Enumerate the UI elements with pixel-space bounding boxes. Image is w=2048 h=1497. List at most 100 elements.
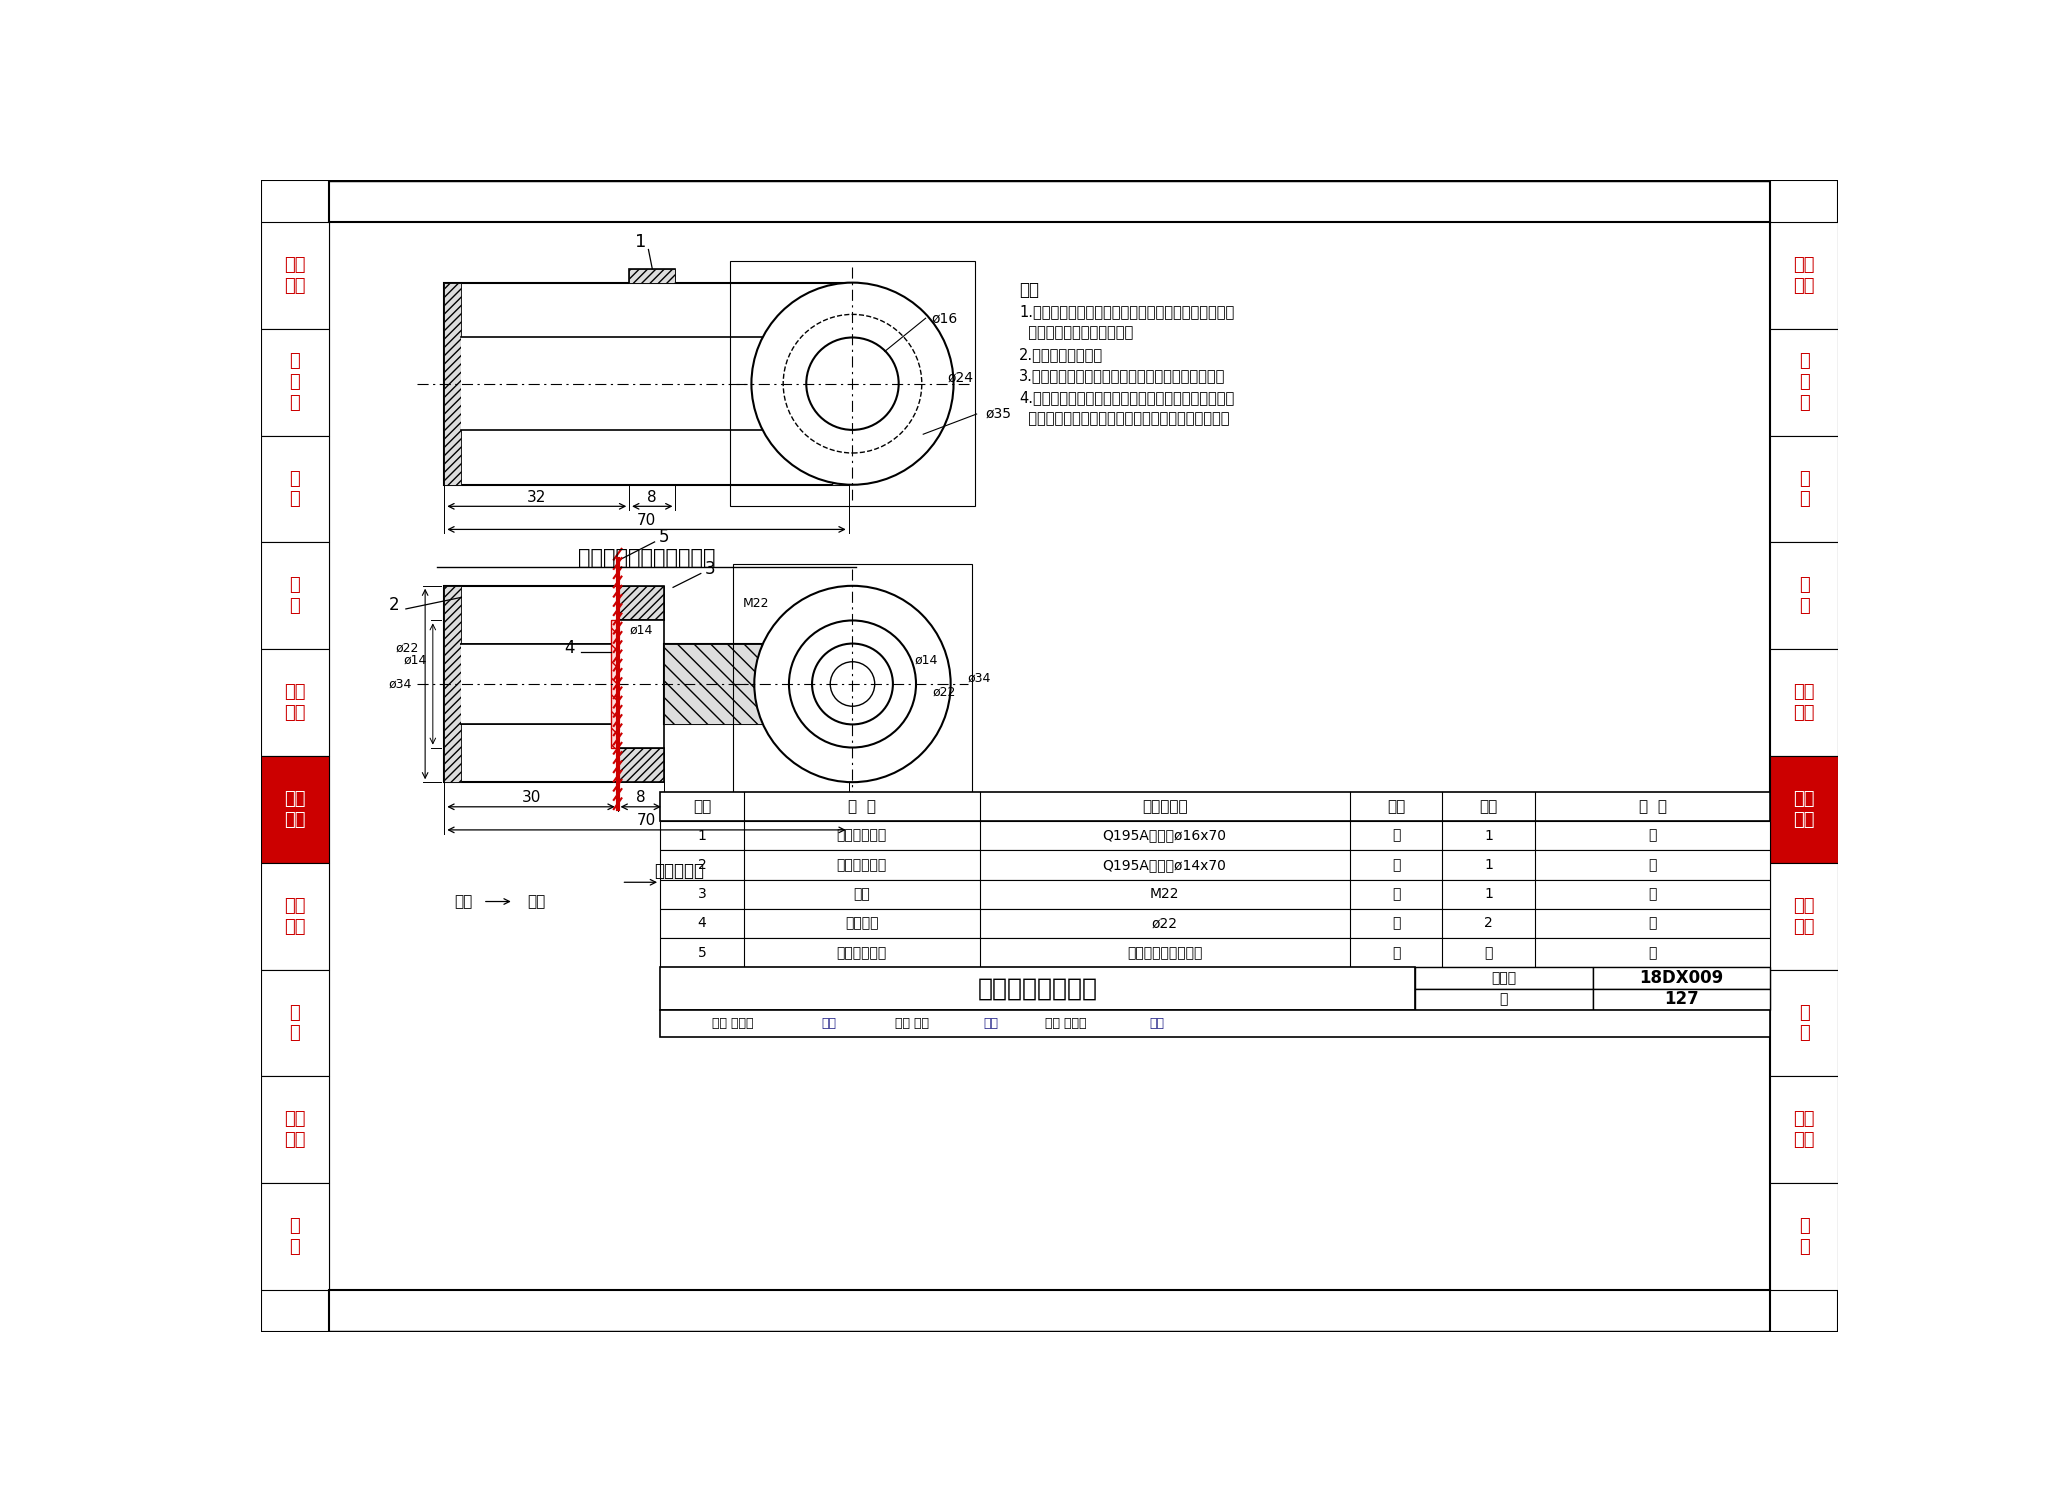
Bar bbox=[461, 644, 848, 725]
Text: 1.电磁屏蔽壁板开安装孔后，去毛刺、倒角，除去孔周: 1.电磁屏蔽壁板开安装孔后，去毛刺、倒角，除去孔周 bbox=[1020, 304, 1235, 319]
Bar bbox=[262, 862, 330, 970]
Bar bbox=[1769, 1183, 1839, 1290]
Bar bbox=[1415, 988, 1593, 1009]
Text: 3: 3 bbox=[705, 560, 715, 578]
Bar bbox=[262, 542, 330, 650]
Bar bbox=[444, 585, 618, 781]
Text: 油污；螺母与波导管连接时，要拧紧，以防止泄漏。: 油污；螺母与波导管连接时，要拧紧，以防止泄漏。 bbox=[1020, 412, 1229, 427]
Text: M22: M22 bbox=[1149, 888, 1180, 901]
Text: 建筑
结构: 建筑 结构 bbox=[285, 256, 305, 295]
Text: 3: 3 bbox=[698, 888, 707, 901]
Bar bbox=[659, 909, 1769, 939]
Text: 监
控: 监 控 bbox=[289, 576, 301, 615]
Text: 4.波导管（螺母固定）的导电衬垫需用酒精清洗，除去: 4.波导管（螺母固定）的导电衬垫需用酒精清洗，除去 bbox=[1020, 391, 1235, 406]
Text: 网络
布线: 网络 布线 bbox=[285, 683, 305, 722]
Bar bbox=[618, 747, 664, 781]
Text: 光纤波导管（焊接固定）: 光纤波导管（焊接固定） bbox=[578, 548, 715, 567]
Bar bbox=[1593, 967, 1769, 988]
Text: 32: 32 bbox=[526, 490, 547, 504]
Text: 曹王: 曹王 bbox=[1149, 1016, 1163, 1030]
Bar bbox=[659, 939, 1769, 967]
Text: 室外: 室外 bbox=[455, 894, 473, 909]
Text: －: － bbox=[1649, 946, 1657, 960]
Text: 名  称: 名 称 bbox=[848, 799, 877, 814]
Bar bbox=[262, 436, 330, 542]
Bar bbox=[618, 620, 664, 747]
Bar bbox=[733, 564, 973, 804]
Text: 螺母: 螺母 bbox=[854, 888, 870, 901]
Text: 备  注: 备 注 bbox=[1638, 799, 1667, 814]
Text: 1: 1 bbox=[635, 234, 647, 251]
Text: ø14: ø14 bbox=[403, 653, 426, 666]
Text: －: － bbox=[1649, 916, 1657, 931]
Text: －: － bbox=[1485, 946, 1493, 960]
Bar bbox=[1769, 756, 1839, 862]
Bar bbox=[1769, 862, 1839, 970]
Bar bbox=[664, 644, 848, 725]
Text: 8: 8 bbox=[647, 490, 657, 504]
Text: 电磁
屏蔽: 电磁 屏蔽 bbox=[285, 790, 305, 829]
Text: M22: M22 bbox=[743, 597, 770, 609]
Bar bbox=[1769, 222, 1839, 329]
Text: ø14: ø14 bbox=[629, 623, 653, 636]
Text: 附
录: 附 录 bbox=[1798, 1217, 1810, 1256]
Bar bbox=[659, 967, 1415, 1009]
Text: ø24: ø24 bbox=[948, 371, 973, 385]
Text: ø22: ø22 bbox=[1151, 916, 1178, 931]
Text: －: － bbox=[1649, 858, 1657, 871]
Circle shape bbox=[829, 662, 874, 707]
Text: Q195A号钢，ø14x70: Q195A号钢，ø14x70 bbox=[1102, 858, 1227, 871]
Text: 网络
布线: 网络 布线 bbox=[1794, 683, 1815, 722]
Text: 序号: 序号 bbox=[692, 799, 711, 814]
Text: 18DX009: 18DX009 bbox=[1638, 969, 1724, 987]
Text: 接
地: 接 地 bbox=[1798, 470, 1810, 509]
Text: 波导管（二）: 波导管（二） bbox=[838, 858, 887, 871]
Text: 附
录: 附 录 bbox=[289, 1217, 301, 1256]
Circle shape bbox=[754, 585, 950, 781]
Bar bbox=[262, 756, 330, 862]
Text: 数量: 数量 bbox=[1479, 799, 1497, 814]
Text: 个: 个 bbox=[1393, 858, 1401, 871]
Text: 2.波导管表面镀铜。: 2.波导管表面镀铜。 bbox=[1020, 347, 1104, 362]
Bar bbox=[1769, 970, 1839, 1076]
Bar bbox=[461, 337, 831, 430]
Bar bbox=[659, 820, 1769, 850]
Text: 1: 1 bbox=[1485, 858, 1493, 871]
Circle shape bbox=[813, 644, 893, 725]
Text: 4: 4 bbox=[698, 916, 707, 931]
Text: 5: 5 bbox=[659, 528, 670, 546]
Text: 2: 2 bbox=[389, 596, 399, 614]
Bar bbox=[659, 792, 1769, 820]
Text: ø35: ø35 bbox=[985, 407, 1012, 421]
Text: 注：: 注： bbox=[1020, 281, 1038, 299]
Text: 70: 70 bbox=[637, 813, 655, 828]
Text: 消
防: 消 防 bbox=[289, 1003, 301, 1042]
Bar bbox=[262, 970, 330, 1076]
Bar bbox=[1769, 1076, 1839, 1183]
Text: 校对 孙兰: 校对 孙兰 bbox=[895, 1016, 930, 1030]
Text: 图集号: 图集号 bbox=[1491, 972, 1516, 985]
Circle shape bbox=[807, 337, 899, 430]
Bar bbox=[618, 747, 664, 781]
Text: ø22: ø22 bbox=[395, 641, 420, 654]
Text: 空气
调节: 空气 调节 bbox=[1794, 897, 1815, 936]
Text: 防腐层并用酒精清洗干净。: 防腐层并用酒精清洗干净。 bbox=[1020, 325, 1133, 340]
Bar bbox=[444, 283, 848, 485]
Bar bbox=[262, 329, 330, 436]
Text: 光纤波导管结构图: 光纤波导管结构图 bbox=[977, 976, 1098, 1000]
Circle shape bbox=[788, 620, 915, 747]
Bar bbox=[1769, 542, 1839, 650]
Text: －: － bbox=[1649, 888, 1657, 901]
Text: 供
配
电: 供 配 电 bbox=[1798, 352, 1810, 412]
Text: 签名: 签名 bbox=[983, 1016, 997, 1030]
Text: 工程
示例: 工程 示例 bbox=[285, 1111, 305, 1150]
Bar bbox=[612, 620, 618, 747]
Text: －: － bbox=[1393, 946, 1401, 960]
Bar bbox=[1769, 650, 1839, 756]
Text: 1: 1 bbox=[1485, 888, 1493, 901]
Text: 8: 8 bbox=[637, 790, 645, 805]
Bar bbox=[659, 1009, 1769, 1036]
Text: 127: 127 bbox=[1665, 990, 1700, 1007]
Text: 70: 70 bbox=[637, 512, 655, 527]
Text: ø22: ø22 bbox=[934, 686, 956, 698]
